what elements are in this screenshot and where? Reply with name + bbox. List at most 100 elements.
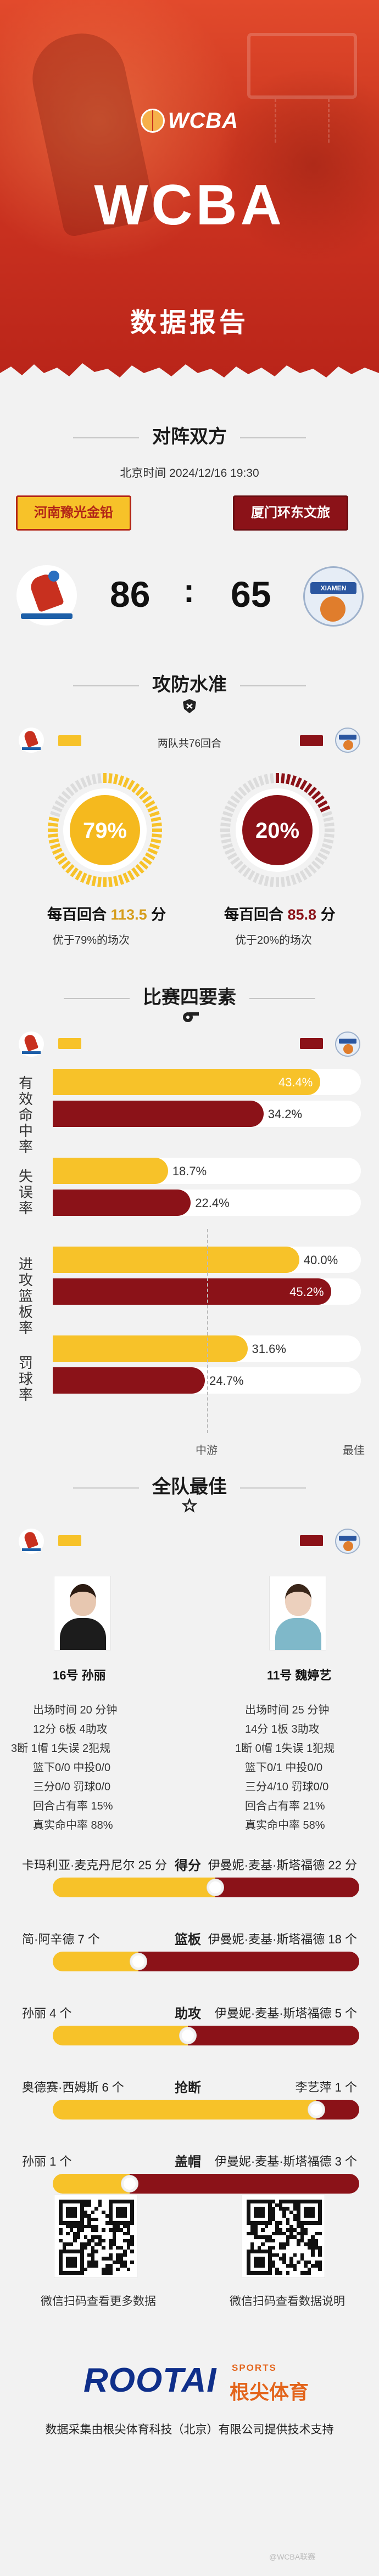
qr-cell (254, 2264, 258, 2268)
qr-cell (83, 2246, 87, 2250)
brand-logo-en: ROOTAI (83, 2361, 217, 2399)
qr-cell (250, 2221, 254, 2225)
qr-cell (126, 2239, 130, 2242)
qr-cell (261, 2214, 265, 2218)
qr-cell (307, 2210, 311, 2214)
qr-cell (304, 2200, 308, 2203)
donut-tick (138, 791, 149, 800)
qr-cell (289, 2200, 293, 2203)
qr-cell (293, 2235, 297, 2239)
qr-cell (275, 2203, 279, 2207)
qr-cell (247, 2207, 250, 2211)
qr-cell (300, 2221, 304, 2225)
total-rounds: 两队共76回合 (157, 738, 222, 749)
qr-cell (271, 2210, 275, 2214)
qr-cell (268, 2260, 272, 2264)
qr-cell (80, 2214, 84, 2218)
home-player-name: 16号 孙丽 (53, 1669, 106, 1682)
qr-cell (91, 2235, 94, 2239)
qr-cell (91, 2246, 94, 2250)
qr-cell (80, 2203, 84, 2207)
qr-code-more-data[interactable] (54, 2195, 137, 2278)
donut-tick (324, 833, 335, 838)
home-efficiency-donut (48, 773, 162, 887)
donut-tick (242, 783, 251, 793)
qr-cell (275, 2221, 279, 2225)
qr-cell (87, 2260, 91, 2264)
donut-tick (113, 774, 119, 785)
donut-tick (75, 780, 83, 791)
qr-cell (278, 2203, 282, 2207)
qr-cell (66, 2271, 70, 2275)
qr-cell (257, 2207, 261, 2211)
qr-cell (300, 2257, 304, 2261)
factor-label: 有效命中率 (19, 1075, 34, 1155)
away-per-round: 每百回合 85.8 分 (224, 906, 336, 923)
qr-cell (130, 2210, 134, 2214)
qr-cell (109, 2257, 113, 2261)
qr-cell (307, 2271, 311, 2275)
qr-cell (297, 2210, 300, 2214)
donut-tick (80, 872, 87, 883)
qr-cell (109, 2200, 113, 2203)
brand-logo-sports: SPORTS (232, 2363, 277, 2373)
donut-tick (220, 822, 231, 827)
qr-cell (264, 2221, 268, 2225)
qr-cell (109, 2217, 113, 2221)
qr-cell (59, 2271, 63, 2275)
donut-tick (122, 872, 130, 883)
qr-cell (268, 2264, 272, 2268)
qr-cell (261, 2264, 265, 2268)
home-share (53, 1952, 139, 1971)
qr-cell (257, 2210, 261, 2214)
qr-cell (304, 2271, 308, 2275)
qr-cell (247, 2200, 250, 2203)
qr-cell (278, 2242, 282, 2246)
qr-cell (264, 2239, 268, 2242)
qr-cell (69, 2224, 73, 2228)
donut-tick (321, 811, 332, 818)
donut-tick (127, 870, 135, 881)
qr-cell (247, 2214, 250, 2218)
qr-cell (62, 2271, 66, 2275)
qr-code-data-explanation[interactable] (242, 2195, 325, 2278)
qr-cell (247, 2250, 250, 2253)
qr-cell (119, 2200, 123, 2203)
qr-cell (94, 2207, 98, 2211)
qr-cell (247, 2253, 250, 2257)
donut-tick (118, 775, 124, 786)
leader-compare-bar (53, 1878, 359, 1897)
donut-tick (144, 852, 155, 860)
donut-tick (264, 774, 270, 785)
home-team-logo-small (19, 1031, 44, 1057)
qr-cell (66, 2210, 70, 2214)
qr-cell (87, 2214, 91, 2218)
qr-cell (109, 2207, 113, 2211)
qr-cell (119, 2253, 123, 2257)
home-leader-label: 奥德赛·西姆斯 6 个 (22, 2081, 124, 2094)
qr-cell (59, 2217, 63, 2221)
qr-cell (318, 2267, 322, 2271)
donut-tick (317, 852, 328, 860)
donut-tick (149, 843, 160, 849)
away-factor-bar (53, 1367, 205, 1394)
donut-tick (230, 856, 241, 865)
qr-cell (76, 2228, 80, 2232)
qr-cell (66, 2242, 70, 2246)
qr-cell (318, 2200, 322, 2203)
page-subtitle: 数据报告 (130, 308, 249, 337)
donut-tick (108, 877, 113, 887)
qr-cell (289, 2257, 293, 2261)
donut-tick (48, 833, 58, 838)
qr-cell (119, 2246, 123, 2250)
score-separator: : (183, 572, 194, 609)
donut-tick (61, 860, 71, 870)
qr-cell (83, 2235, 87, 2239)
qr-cell (105, 2257, 109, 2261)
donut-tick (227, 852, 238, 860)
qr-cell (289, 2228, 293, 2232)
donut-tick (149, 811, 160, 818)
qr-cell (69, 2264, 73, 2268)
brand-logo-cn: 根尖体育 (230, 2381, 309, 2403)
qr-cell (91, 2239, 94, 2242)
